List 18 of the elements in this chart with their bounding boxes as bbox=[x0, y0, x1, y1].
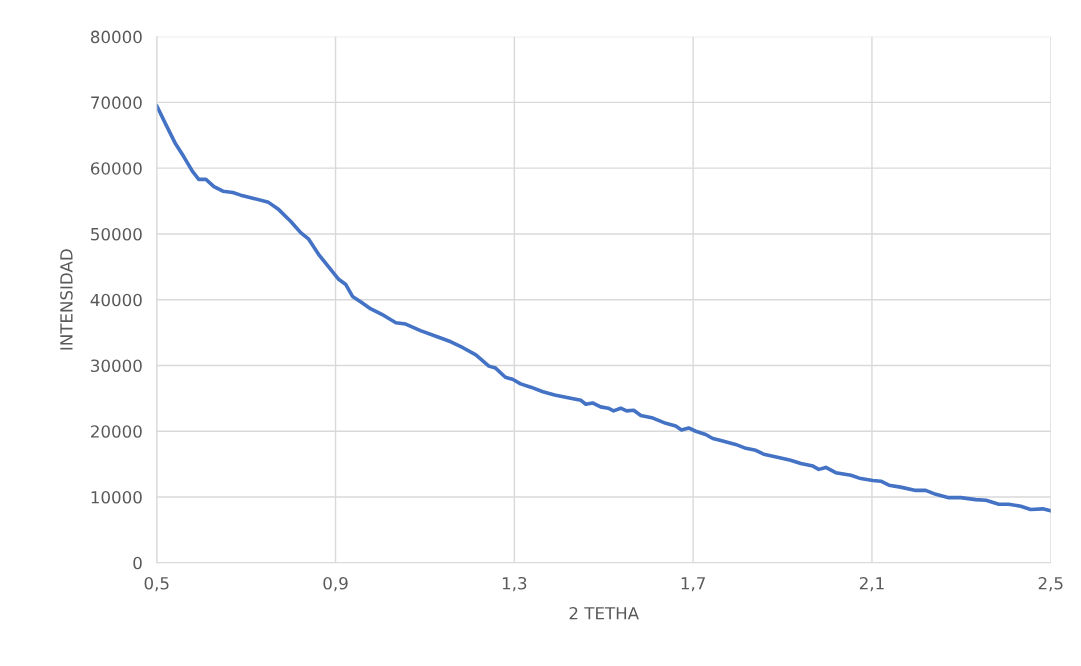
y-tick-label: 40000 bbox=[90, 293, 142, 307]
y-tick-label: 0 bbox=[133, 556, 142, 570]
line-series bbox=[156, 103, 1051, 513]
x-tick-label: 0,9 bbox=[323, 576, 348, 592]
y-tick-label: 10000 bbox=[91, 490, 142, 504]
x-tick-label: 1,7 bbox=[681, 577, 705, 592]
y-tick-label: 70000 bbox=[91, 96, 142, 109]
y-axis-title: INTENSIDAD bbox=[60, 249, 73, 350]
x-tick-label: 2,1 bbox=[859, 576, 884, 592]
x-tick-label: 0,5 bbox=[144, 576, 169, 592]
x-axis-title: 2 TETHA bbox=[569, 606, 639, 620]
y-tick-label: 60000 bbox=[91, 162, 142, 175]
y-tick-label: 20000 bbox=[91, 425, 142, 438]
y-tick-label: 30000 bbox=[91, 359, 142, 373]
y-tick-label: 50000 bbox=[91, 227, 142, 241]
x-tick-label: 2,5 bbox=[1038, 576, 1063, 592]
x-tick-label: 1,3 bbox=[502, 576, 527, 592]
y-tick-label: 80000 bbox=[90, 30, 142, 44]
